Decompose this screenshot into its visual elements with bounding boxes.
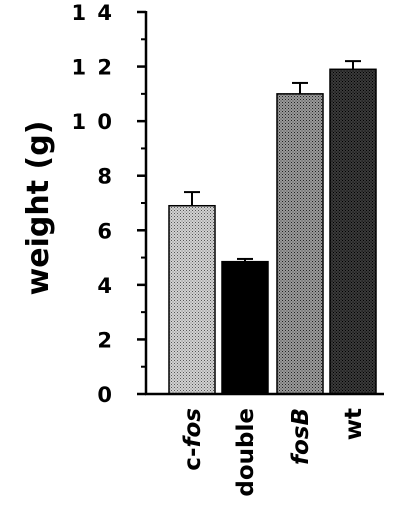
y-tick-label-0: 0 [97,383,114,407]
bar-fosB [276,93,324,395]
y-tick-label-8: 8 [97,165,114,189]
bar-c-fos [168,204,216,395]
y-tick-label-6: 6 [97,219,114,243]
category-label-wt: wt [341,408,367,440]
bar-wt [329,68,377,395]
y-axis-title: weight (g) [21,121,56,296]
y-tick-label-10: 1 0 [71,110,114,134]
y-tick-label-2: 2 [97,328,114,352]
bar-double [221,260,269,395]
y-tick-label-14: 1 4 [71,1,114,25]
y-tick-label-4: 4 [97,274,114,298]
y-tick-label-12: 1 2 [71,56,114,80]
category-label-c-fos: c-fos [180,408,206,471]
category-label-fosB: fosB [288,408,314,465]
category-label-double: double [233,408,259,497]
